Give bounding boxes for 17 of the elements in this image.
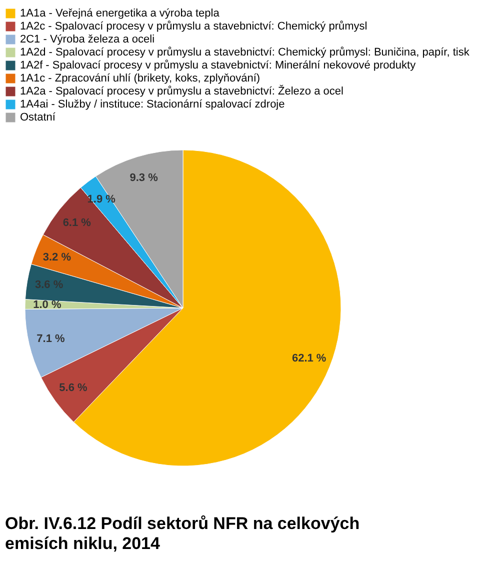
- data-label: 7.1 %: [36, 333, 66, 346]
- data-label: 5.6 %: [59, 382, 88, 394]
- data-label: 6.1 %: [62, 217, 92, 230]
- legend-label: 1A1c - Zpracování uhlí (brikety, koks, zplyňování): [20, 72, 260, 84]
- legend-label: 1A2d - Spalovací procesy v průmyslu a stavebnictví: Chemický průmysl: Buničina, papír, tisk: [20, 46, 470, 58]
- legend-label: 1A2c - Spalovací procesy v průmyslu a stavebnictví: Chemický průmysl: [20, 20, 368, 32]
- legend-label: 2C1 - Výroba železa a oceli: [20, 34, 155, 46]
- data-label: 1.0 %: [33, 298, 62, 311]
- legend-label: Ostatní: [20, 112, 56, 124]
- legend-label: 1A1a - Veřejná energetika a výroba tepla: [20, 8, 220, 20]
- text: Obr. IV.6.12 Podíl sektorů NFR na celkových emisích niklu, 2014: [5, 514, 360, 553]
- data-label: 3.2 %: [42, 251, 72, 264]
- legend-label: 1A4ai - Služby / instituce: Stacionární spalovací zdroje: [20, 98, 285, 110]
- data-label: 62.1 %: [292, 352, 326, 365]
- legend-label: 1A2a - Spalovací procesy v průmyslu a stavebnictví: Železo a ocel: [20, 84, 344, 98]
- data-label: 9.3 %: [130, 172, 158, 184]
- legend-label: 1A2f - Spalovací procesy v průmyslu a stavebnictví: Minerální nekovové produkty: [20, 60, 416, 72]
